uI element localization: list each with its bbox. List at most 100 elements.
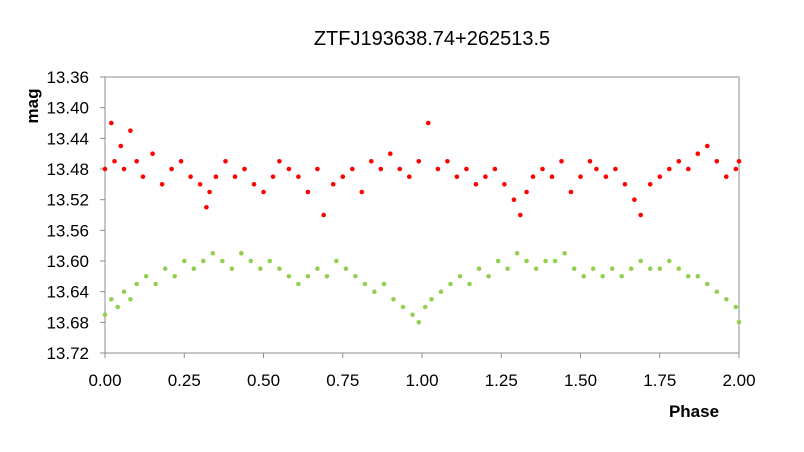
data-point-series-1 xyxy=(162,266,168,272)
y-tick-label: 13.68 xyxy=(46,313,89,332)
data-point-series-0 xyxy=(657,174,663,179)
data-point-series-0 xyxy=(112,159,117,164)
data-point-series-1 xyxy=(277,266,282,272)
y-axis: 13.36 13.40 13.44 13.48 13.52 13.56 13.60 13.64… xyxy=(46,68,105,363)
data-point-series-0 xyxy=(426,120,431,126)
data-point-series-1 xyxy=(334,258,339,264)
data-point-series-0 xyxy=(277,159,282,164)
data-point-series-0 xyxy=(638,212,643,218)
data-point-series-1 xyxy=(229,266,235,272)
data-point-series-0 xyxy=(416,159,422,164)
data-point-series-0 xyxy=(350,166,355,172)
data-point-series-0 xyxy=(676,159,682,164)
y-tick-label: 13.72 xyxy=(46,344,89,363)
data-point-series-1 xyxy=(220,258,225,264)
data-point-series-0 xyxy=(714,159,720,164)
y-tick-label: 13.36 xyxy=(46,68,89,87)
data-point-series-1 xyxy=(416,320,422,325)
data-point-series-1 xyxy=(524,258,529,264)
data-point-series-0 xyxy=(102,166,108,172)
data-point-series-0 xyxy=(178,159,184,164)
x-tick-label: 0.50 xyxy=(247,371,280,390)
chart-title: ZTFJ193638.74+262513.5 xyxy=(314,28,550,50)
data-point-series-0 xyxy=(530,174,536,179)
data-point-series-0 xyxy=(733,166,739,172)
data-point-series-1 xyxy=(581,274,586,279)
data-point-series-1 xyxy=(486,274,491,279)
data-point-series-1 xyxy=(590,266,596,272)
data-point-series-1 xyxy=(248,258,254,264)
data-point-series-1 xyxy=(552,258,558,264)
y-tick-label: 13.52 xyxy=(46,191,89,210)
data-point-series-0 xyxy=(568,189,574,195)
y-tick-label: 13.64 xyxy=(46,283,89,302)
data-point-series-0 xyxy=(286,166,292,172)
data-point-series-0 xyxy=(150,151,155,156)
data-point-series-1 xyxy=(102,312,108,318)
data-point-series-0 xyxy=(603,174,609,179)
data-point-series-1 xyxy=(210,251,216,256)
data-point-series-0 xyxy=(454,174,460,179)
x-tick-label: 2.00 xyxy=(722,371,755,390)
data-point-series-0 xyxy=(549,174,555,179)
data-point-series-1 xyxy=(448,281,453,287)
data-point-series-1 xyxy=(134,281,139,287)
data-point-series-1 xyxy=(109,297,114,302)
data-point-series-1 xyxy=(609,266,615,272)
y-tick-label: 13.56 xyxy=(46,221,89,240)
data-point-series-0 xyxy=(270,174,276,179)
data-point-series-0 xyxy=(359,189,365,195)
data-points xyxy=(102,120,742,325)
data-point-series-1 xyxy=(296,281,301,287)
data-point-series-0 xyxy=(378,166,384,172)
data-point-series-1 xyxy=(191,266,197,272)
y-tick-label: 13.44 xyxy=(46,129,89,148)
y-tick-label: 13.40 xyxy=(46,99,89,118)
data-point-series-0 xyxy=(594,166,599,172)
data-point-series-0 xyxy=(473,182,479,187)
data-point-series-1 xyxy=(362,281,368,287)
data-point-series-0 xyxy=(197,182,203,187)
data-point-series-0 xyxy=(407,174,412,179)
data-point-series-0 xyxy=(724,174,729,179)
data-point-series-1 xyxy=(315,266,320,272)
x-axis: 0.00 0.25 0.50 0.75 1.00 1.25 1.50 1.75 2.00 xyxy=(88,353,756,390)
data-point-series-0 xyxy=(445,159,450,164)
data-point-series-0 xyxy=(251,182,257,187)
data-point-series-1 xyxy=(182,258,187,264)
data-point-series-1 xyxy=(258,266,263,272)
data-point-series-1 xyxy=(305,274,311,279)
data-point-series-0 xyxy=(330,182,336,187)
data-point-series-1 xyxy=(422,304,428,310)
x-tick-label: 1.50 xyxy=(564,371,597,390)
x-tick-label: 1.75 xyxy=(643,371,676,390)
data-point-series-0 xyxy=(559,159,564,164)
data-point-series-0 xyxy=(518,212,523,218)
x-tick-label: 0.75 xyxy=(326,371,359,390)
data-point-series-1 xyxy=(505,266,510,272)
data-point-series-1 xyxy=(600,274,605,279)
data-point-series-0 xyxy=(524,189,529,195)
data-point-series-1 xyxy=(543,258,548,264)
data-point-series-1 xyxy=(533,266,539,272)
data-point-series-1 xyxy=(733,304,739,310)
data-point-series-1 xyxy=(381,281,387,287)
data-point-series-0 xyxy=(223,159,228,164)
data-point-series-1 xyxy=(562,251,567,256)
data-point-series-0 xyxy=(232,174,238,179)
data-point-series-1 xyxy=(115,304,120,310)
data-point-series-0 xyxy=(511,197,517,202)
data-point-series-0 xyxy=(435,166,441,172)
data-point-series-0 xyxy=(483,174,488,179)
data-point-series-1 xyxy=(239,251,244,256)
data-point-series-0 xyxy=(261,189,266,195)
data-point-series-1 xyxy=(705,281,710,287)
data-point-series-1 xyxy=(667,258,672,264)
data-point-series-0 xyxy=(315,166,320,172)
x-tick-label: 0.25 xyxy=(168,371,201,390)
data-point-series-1 xyxy=(400,304,406,310)
data-point-series-0 xyxy=(695,151,701,156)
data-point-series-0 xyxy=(667,166,672,172)
data-point-series-1 xyxy=(514,251,520,256)
data-point-series-0 xyxy=(140,174,146,179)
